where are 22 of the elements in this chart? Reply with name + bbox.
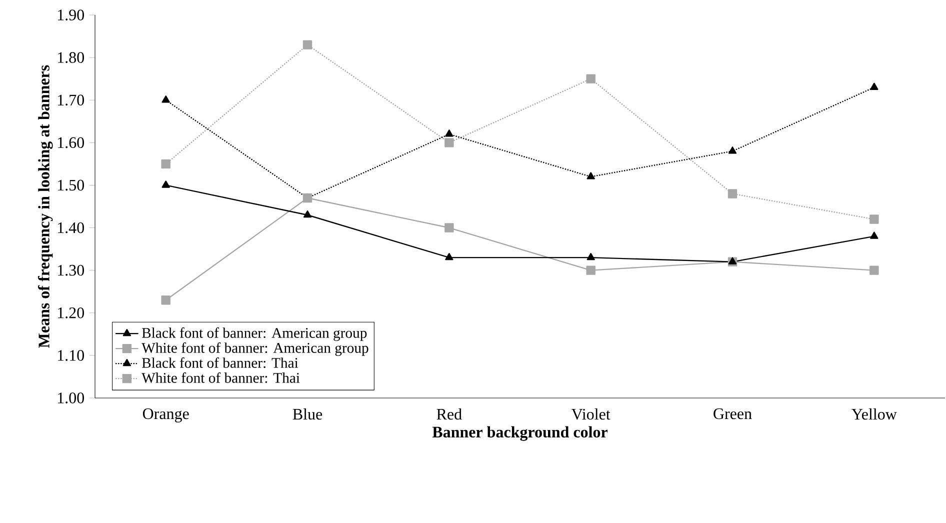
y-tick-label: 1.40	[58, 222, 84, 234]
y-tick-label: 1.30	[58, 264, 84, 276]
y-tick-label: 1.90	[58, 10, 84, 20]
y-tick-label: 1.80	[58, 52, 84, 63]
y-tick-label: 1.70	[58, 94, 84, 106]
y-tick-label: 1.10	[58, 350, 84, 361]
y-tick-label: 1.00	[58, 392, 84, 404]
x-tick-label: Yellow	[852, 408, 897, 420]
x-tick-label: Green	[714, 408, 752, 420]
legend-label: White font of banner: American group	[142, 342, 368, 356]
x-tick-label: Blue	[292, 408, 322, 420]
y-tick-label: 1.20	[58, 307, 84, 318]
y-axis-title: Means of frequency in looking at banners	[38, 65, 53, 348]
x-tick-label: Red	[436, 408, 462, 420]
y-tick-label: 1.60	[58, 137, 84, 148]
x-tick-label: Orange	[142, 408, 189, 422]
x-axis-title: Banner background color	[432, 426, 608, 441]
legend-label: Black font of banner: Thai	[142, 357, 298, 368]
x-tick-label: Violet	[572, 408, 610, 420]
y-tick-label: 1.50	[58, 180, 84, 191]
legend-label: White font of banner: Thai	[142, 372, 300, 383]
legend-label: Black font of banner: American group	[142, 327, 367, 341]
